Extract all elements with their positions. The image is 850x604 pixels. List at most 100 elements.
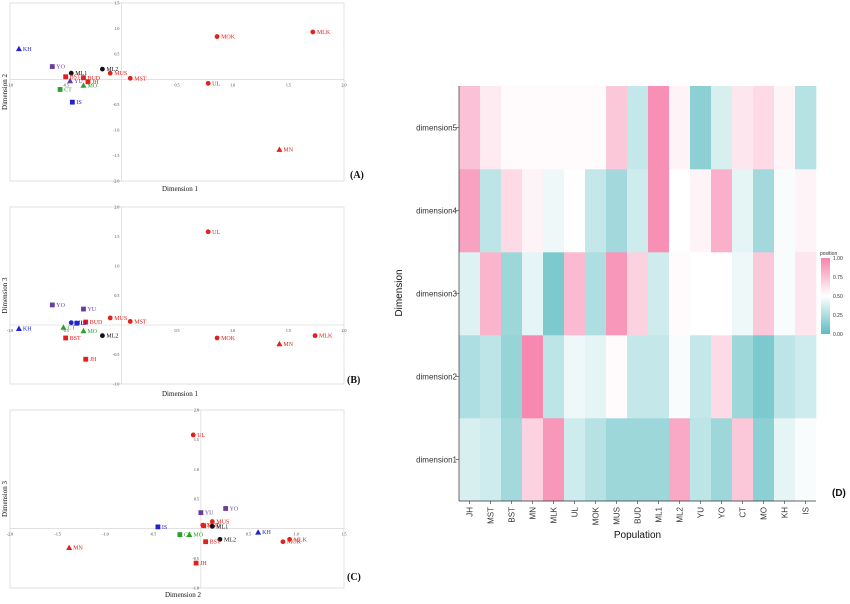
data-point <box>15 325 22 331</box>
data-point <box>209 519 215 524</box>
y-tick-label: dimension1 <box>416 456 457 465</box>
point-label: JH <box>90 357 97 363</box>
panel-frame <box>9 2 345 182</box>
data-point <box>217 536 223 542</box>
point-label: MN <box>283 342 293 348</box>
heatmap-cell <box>501 169 523 253</box>
x-tick-label: YU <box>697 507 706 518</box>
point-label: MLK <box>319 334 333 340</box>
point-label: MN <box>283 147 293 153</box>
point-label: MO <box>193 533 203 539</box>
point-label: MOK <box>287 540 302 546</box>
y-tick-label: -0.5 <box>113 352 119 357</box>
heatmap-cell <box>711 252 733 336</box>
x-axis-title: Dimension 1 <box>162 185 198 193</box>
heatmap-cell <box>732 252 754 336</box>
heatmap-cell <box>732 418 754 502</box>
heatmap-cell <box>648 335 670 419</box>
x-tick-label: -0.5 <box>62 328 68 333</box>
y-axis-title: Dimension 3 <box>1 481 9 517</box>
x-tick-label: 0.5 <box>175 328 180 333</box>
data-point <box>190 432 196 438</box>
y-tick-label: 1.0 <box>114 26 119 31</box>
point-label: MN <box>73 546 83 552</box>
y-tick-label: 2.0 <box>194 408 199 413</box>
point-label: MO <box>87 83 97 89</box>
x-tick-label: MUS <box>613 507 622 525</box>
heatmap-cell <box>774 418 796 502</box>
x-tick-label: MLK <box>550 506 559 523</box>
y-axis-title: Dimension 2 <box>1 74 9 110</box>
point-label: KH <box>262 530 271 536</box>
data-point <box>80 327 87 334</box>
panel-label: (A) <box>350 170 364 181</box>
point-label: MST <box>134 76 147 82</box>
y-tick-label: -1.5 <box>113 153 119 158</box>
x-tick-label: 0.5 <box>175 82 180 87</box>
x-tick-label: 1.0 <box>230 82 235 87</box>
data-point <box>69 99 75 105</box>
data-point <box>49 302 55 308</box>
heatmap-cell <box>564 252 586 336</box>
heatmap-cell <box>774 335 796 419</box>
point-label: KH <box>23 327 32 333</box>
y-tick-label: -1.0 <box>113 382 119 387</box>
heatmap-cell <box>564 335 586 419</box>
heatmap-cell <box>795 418 817 502</box>
y-tick-label: -0.5 <box>113 102 119 107</box>
x-tick-label: -0.5 <box>62 82 68 87</box>
data-point <box>205 80 211 86</box>
point-label: JH <box>200 561 207 567</box>
scatter-panel-0: -1.0 -0.5 0.5 1.0 1.5 2.0 1.5 1.0 0.5 -0.5 -1.0 -1.… <box>1 1 364 194</box>
heatmap-cell <box>627 169 649 253</box>
point-label: IS <box>162 525 167 531</box>
point-label: MOK <box>221 336 236 342</box>
x-tick-label: 1.5 <box>342 532 347 537</box>
heatmap-cell <box>543 86 565 170</box>
heatmap-cell <box>606 335 628 419</box>
heatmap-cell <box>480 335 502 419</box>
point-label: BST <box>210 540 221 546</box>
heatmap-cell <box>711 86 733 170</box>
x-tick-label: -0.5 <box>150 532 156 537</box>
data-point <box>85 79 91 85</box>
y-tick-label: 0.5 <box>114 51 119 56</box>
data-point <box>63 335 69 341</box>
point-label: ML1 <box>216 524 228 530</box>
x-tick-label: BUD <box>634 507 643 524</box>
heatmap-cell <box>669 86 691 170</box>
y-tick-label: 2.0 <box>114 205 119 210</box>
data-point <box>68 320 74 326</box>
y-tick-label: -2.0 <box>113 179 119 184</box>
data-point <box>186 531 193 537</box>
point-label: YU <box>87 307 96 313</box>
heatmap-panel: dimension1 dimension2 dimension3 dimension4… <box>394 86 846 541</box>
data-point <box>205 229 211 235</box>
heatmap-cell <box>648 86 670 170</box>
point-label: ML2 <box>106 334 118 340</box>
point-label: IS <box>76 100 81 106</box>
data-point <box>203 539 209 545</box>
point-label: MO <box>87 329 97 335</box>
heatmap-cell <box>795 86 817 170</box>
x-tick-label: -2.0 <box>7 532 13 537</box>
heatmap-cell <box>795 252 817 336</box>
data-point <box>60 324 67 330</box>
heatmap-cell <box>585 418 607 502</box>
point-label: IS <box>81 321 86 327</box>
heatmap-cell <box>606 418 628 502</box>
data-point <box>214 335 220 341</box>
point-label: BST <box>70 336 81 342</box>
heatmap-cell <box>480 252 502 336</box>
x-tick-label: MN <box>529 507 538 520</box>
data-point <box>209 523 215 529</box>
heatmap-cell <box>585 335 607 419</box>
x-tick-label: ML2 <box>676 506 685 522</box>
point-label: ML1 <box>75 71 87 77</box>
heatmap-cell <box>648 169 670 253</box>
heatmap-cell <box>522 252 544 336</box>
heatmap-cell <box>543 252 565 336</box>
heatmap-cell <box>669 169 691 253</box>
